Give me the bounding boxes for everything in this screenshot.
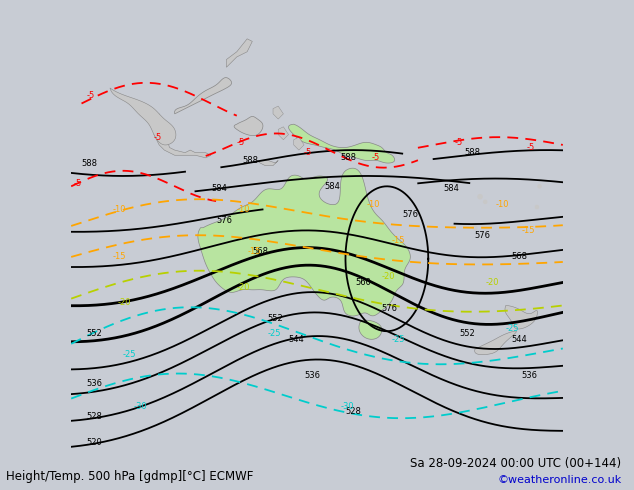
Polygon shape <box>257 160 278 166</box>
Text: 544: 544 <box>288 335 304 343</box>
Text: -20: -20 <box>118 298 131 307</box>
Polygon shape <box>288 124 395 163</box>
Polygon shape <box>110 88 176 145</box>
Polygon shape <box>359 320 382 339</box>
Text: -5: -5 <box>236 138 245 147</box>
Text: 584: 584 <box>325 182 340 191</box>
Polygon shape <box>234 117 263 136</box>
Circle shape <box>478 195 482 199</box>
Text: 584: 584 <box>444 185 460 194</box>
Circle shape <box>535 205 538 209</box>
Text: 588: 588 <box>242 156 258 165</box>
Text: -5: -5 <box>527 143 535 152</box>
Text: 552: 552 <box>459 329 475 339</box>
Text: 576: 576 <box>382 303 398 313</box>
Text: 576: 576 <box>216 216 232 224</box>
Text: -25: -25 <box>123 350 136 359</box>
Text: 588: 588 <box>82 159 98 168</box>
Text: 560: 560 <box>356 278 372 287</box>
Text: 552: 552 <box>87 329 103 339</box>
Text: -15: -15 <box>113 252 126 261</box>
Polygon shape <box>294 137 304 150</box>
Circle shape <box>538 185 541 188</box>
Text: 536: 536 <box>87 379 103 388</box>
Polygon shape <box>226 39 252 67</box>
Text: 568: 568 <box>252 246 268 256</box>
Text: -25: -25 <box>392 335 406 343</box>
Text: 576: 576 <box>403 210 418 220</box>
Text: 584: 584 <box>211 185 227 194</box>
Circle shape <box>473 225 477 230</box>
Text: -5: -5 <box>454 138 462 147</box>
Text: -5: -5 <box>154 133 162 142</box>
Circle shape <box>484 200 487 203</box>
Text: -10: -10 <box>236 205 250 214</box>
Text: -30: -30 <box>340 402 354 411</box>
Text: 536: 536 <box>304 371 320 380</box>
Text: -10: -10 <box>113 205 126 214</box>
Text: -5: -5 <box>74 179 82 188</box>
Text: -25: -25 <box>268 329 281 339</box>
Text: -20: -20 <box>485 278 499 287</box>
Text: 588: 588 <box>340 153 356 162</box>
Text: 568: 568 <box>511 252 527 261</box>
Text: -5: -5 <box>372 153 380 162</box>
Polygon shape <box>505 305 538 329</box>
Text: ©weatheronline.co.uk: ©weatheronline.co.uk <box>497 475 621 485</box>
Polygon shape <box>273 106 283 119</box>
Text: Height/Temp. 500 hPa [gdmp][°C] ECMWF: Height/Temp. 500 hPa [gdmp][°C] ECMWF <box>6 469 254 483</box>
Text: 520: 520 <box>87 438 103 447</box>
Text: 528: 528 <box>346 407 361 416</box>
Text: -5: -5 <box>87 91 95 100</box>
Text: 576: 576 <box>475 231 491 240</box>
Text: 536: 536 <box>521 371 538 380</box>
Polygon shape <box>475 331 517 355</box>
Polygon shape <box>278 127 288 140</box>
Text: -30: -30 <box>133 402 147 411</box>
Text: -15: -15 <box>247 246 261 256</box>
Text: 528: 528 <box>87 412 103 421</box>
Text: Sa 28-09-2024 00:00 UTC (00+144): Sa 28-09-2024 00:00 UTC (00+144) <box>410 457 621 470</box>
Text: 552: 552 <box>268 314 283 323</box>
Text: -25: -25 <box>506 324 519 333</box>
Text: -10: -10 <box>496 200 509 209</box>
Polygon shape <box>154 114 211 158</box>
Polygon shape <box>174 77 231 114</box>
Text: 588: 588 <box>465 148 481 157</box>
Text: -20: -20 <box>382 272 395 281</box>
Text: -10: -10 <box>366 200 380 209</box>
Text: -5: -5 <box>304 148 313 157</box>
Text: -20: -20 <box>236 283 250 292</box>
Text: -15: -15 <box>521 226 535 235</box>
Text: -15: -15 <box>392 236 406 245</box>
Polygon shape <box>198 168 410 316</box>
Text: 544: 544 <box>511 335 527 343</box>
